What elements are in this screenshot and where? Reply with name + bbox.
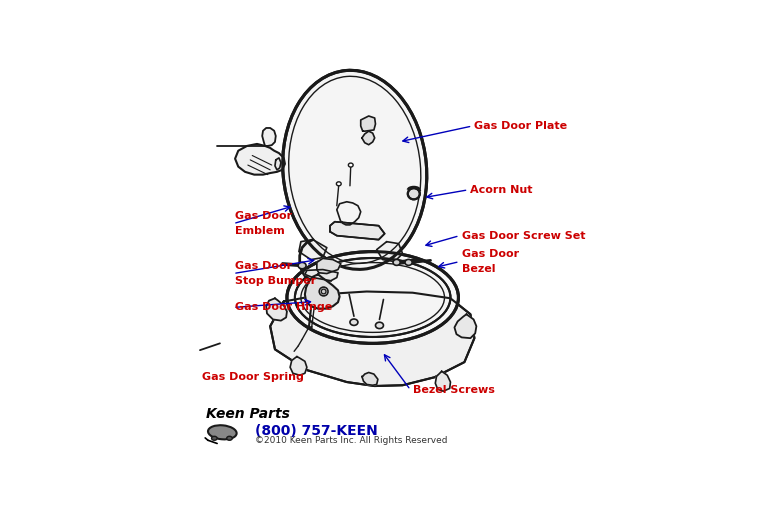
Ellipse shape (376, 322, 383, 328)
Text: Gas Door Screw Set: Gas Door Screw Set (462, 231, 585, 241)
Polygon shape (305, 275, 340, 309)
Ellipse shape (321, 289, 326, 294)
Text: Gas Door Spring: Gas Door Spring (203, 372, 304, 382)
Text: Gas Door Hinge: Gas Door Hinge (235, 303, 333, 312)
Ellipse shape (408, 188, 420, 199)
Polygon shape (330, 222, 385, 240)
Text: Gas Door: Gas Door (462, 249, 519, 259)
Polygon shape (316, 258, 341, 274)
Ellipse shape (320, 287, 328, 296)
Polygon shape (266, 298, 287, 321)
Text: Gas Door Plate: Gas Door Plate (474, 121, 567, 131)
Text: (800) 757-KEEN: (800) 757-KEEN (255, 424, 378, 438)
Polygon shape (299, 240, 326, 260)
Text: Gas Door: Gas Door (235, 261, 292, 271)
Polygon shape (275, 158, 281, 170)
Polygon shape (263, 128, 276, 146)
Polygon shape (235, 144, 285, 175)
Polygon shape (270, 292, 474, 386)
Polygon shape (305, 269, 338, 281)
Ellipse shape (226, 436, 233, 440)
Polygon shape (362, 372, 378, 385)
Text: Bezel Screws: Bezel Screws (413, 385, 494, 395)
Ellipse shape (393, 260, 400, 265)
Ellipse shape (208, 425, 236, 439)
Ellipse shape (405, 260, 412, 265)
Ellipse shape (348, 163, 353, 167)
Ellipse shape (336, 182, 341, 186)
Text: Acorn Nut: Acorn Nut (470, 185, 533, 195)
Polygon shape (362, 131, 375, 145)
Ellipse shape (295, 258, 450, 337)
Polygon shape (377, 241, 403, 262)
Polygon shape (435, 371, 450, 391)
Ellipse shape (283, 70, 427, 269)
Text: Stop Bumper: Stop Bumper (235, 276, 316, 286)
Polygon shape (290, 356, 307, 375)
Ellipse shape (212, 436, 217, 440)
Ellipse shape (350, 319, 358, 325)
Polygon shape (360, 116, 376, 131)
Ellipse shape (287, 252, 458, 343)
Polygon shape (454, 314, 477, 338)
Text: Bezel: Bezel (462, 264, 495, 274)
Ellipse shape (298, 263, 306, 269)
Text: ©2010 Keen Parts Inc. All Rights Reserved: ©2010 Keen Parts Inc. All Rights Reserve… (255, 436, 447, 445)
Text: Gas Door: Gas Door (235, 211, 292, 221)
Text: Keen Parts: Keen Parts (206, 407, 290, 421)
Text: Emblem: Emblem (235, 226, 285, 236)
